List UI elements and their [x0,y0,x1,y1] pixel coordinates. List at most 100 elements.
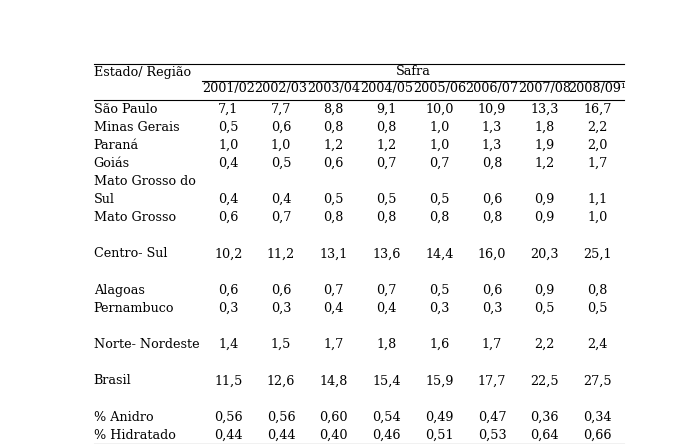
Text: 0,5: 0,5 [587,302,608,315]
Text: 22,5: 22,5 [530,374,559,387]
Text: 14,8: 14,8 [320,374,348,387]
Text: 25,1: 25,1 [584,247,611,261]
Text: 1,3: 1,3 [482,121,502,134]
Text: 11,2: 11,2 [267,247,295,261]
Text: 0,4: 0,4 [324,302,344,315]
Text: 0,8: 0,8 [376,121,396,134]
Text: São Paulo: São Paulo [94,103,157,115]
Text: % Hidratado: % Hidratado [94,428,176,442]
Text: 0,47: 0,47 [477,411,506,424]
Text: 0,34: 0,34 [584,411,611,424]
Text: 1,0: 1,0 [429,139,450,152]
Text: 2,2: 2,2 [587,121,608,134]
Text: 0,6: 0,6 [324,157,344,170]
Text: 2004/05: 2004/05 [360,82,413,95]
Text: Estado/ Região: Estado/ Região [94,66,191,79]
Text: Safra: Safra [396,64,431,78]
Text: 0,6: 0,6 [482,193,502,206]
Text: 7,1: 7,1 [218,103,239,115]
Text: 0,60: 0,60 [320,411,348,424]
Text: 0,8: 0,8 [324,211,344,224]
Text: 16,0: 16,0 [478,247,506,261]
Text: 0,7: 0,7 [271,211,291,224]
Text: 0,5: 0,5 [376,193,396,206]
Text: 9,1: 9,1 [376,103,396,115]
Text: 15,4: 15,4 [372,374,401,387]
Text: 0,4: 0,4 [218,193,239,206]
Text: 1,4: 1,4 [218,338,239,351]
Text: 2,4: 2,4 [587,338,608,351]
Text: 0,6: 0,6 [271,121,291,134]
Text: Goiás: Goiás [94,157,130,170]
Text: 0,40: 0,40 [320,428,348,442]
Text: 15,9: 15,9 [425,374,454,387]
Text: 1,2: 1,2 [324,139,344,152]
Text: 0,36: 0,36 [530,411,559,424]
Text: 1,7: 1,7 [482,338,502,351]
Text: % Anidro: % Anidro [94,411,154,424]
Text: 16,7: 16,7 [584,103,611,115]
Text: 2008/09¹: 2008/09¹ [568,82,627,95]
Text: 0,56: 0,56 [214,411,243,424]
Text: 0,4: 0,4 [218,157,239,170]
Text: 17,7: 17,7 [478,374,506,387]
Text: 0,7: 0,7 [376,284,396,297]
Text: 0,6: 0,6 [271,284,291,297]
Text: Sul: Sul [94,193,114,206]
Text: 13,3: 13,3 [530,103,559,115]
Text: Pernambuco: Pernambuco [94,302,174,315]
Text: Norte- Nordeste: Norte- Nordeste [94,338,200,351]
Text: 11,5: 11,5 [214,374,242,387]
Text: 0,44: 0,44 [267,428,295,442]
Text: 1,0: 1,0 [218,139,239,152]
Text: 0,64: 0,64 [530,428,559,442]
Text: 0,5: 0,5 [324,193,344,206]
Text: 8,8: 8,8 [324,103,344,115]
Text: 10,0: 10,0 [425,103,454,115]
Text: 14,4: 14,4 [425,247,454,261]
Text: 2001/02: 2001/02 [202,82,255,95]
Text: Mato Grosso: Mato Grosso [94,211,176,224]
Text: Paraná: Paraná [94,139,139,152]
Text: 13,1: 13,1 [320,247,348,261]
Text: 0,6: 0,6 [218,211,239,224]
Text: 1,0: 1,0 [588,211,608,224]
Text: 2005/06: 2005/06 [413,82,466,95]
Text: Minas Gerais: Minas Gerais [94,121,179,134]
Text: 0,6: 0,6 [218,284,239,297]
Text: 0,4: 0,4 [271,193,291,206]
Text: 0,51: 0,51 [425,428,454,442]
Text: 13,6: 13,6 [372,247,401,261]
Text: 0,5: 0,5 [429,284,450,297]
Text: 0,5: 0,5 [429,193,450,206]
Text: 0,8: 0,8 [324,121,344,134]
Text: 0,8: 0,8 [587,284,608,297]
Text: 10,9: 10,9 [478,103,506,115]
Text: Centro- Sul: Centro- Sul [94,247,168,261]
Text: 1,2: 1,2 [376,139,396,152]
Text: 2006/07: 2006/07 [466,82,519,95]
Text: 0,54: 0,54 [372,411,401,424]
Text: 0,5: 0,5 [218,121,239,134]
Text: 0,7: 0,7 [376,157,396,170]
Text: 0,3: 0,3 [429,302,450,315]
Text: 2,0: 2,0 [587,139,608,152]
Text: 0,7: 0,7 [429,157,450,170]
Text: 0,9: 0,9 [535,284,555,297]
Text: 1,0: 1,0 [271,139,291,152]
Text: 7,7: 7,7 [271,103,291,115]
Text: 2,2: 2,2 [535,338,555,351]
Text: 1,1: 1,1 [588,193,607,206]
Text: 1,8: 1,8 [535,121,555,134]
Text: 10,2: 10,2 [214,247,242,261]
Text: 0,3: 0,3 [271,302,291,315]
Text: 1,8: 1,8 [376,338,396,351]
Text: 1,9: 1,9 [535,139,555,152]
Text: 0,53: 0,53 [477,428,506,442]
Text: Mato Grosso do: Mato Grosso do [94,175,195,188]
Text: 1,2: 1,2 [535,157,555,170]
Text: Brasil: Brasil [94,374,131,387]
Text: 1,5: 1,5 [271,338,291,351]
Text: 1,7: 1,7 [588,157,608,170]
Text: 0,6: 0,6 [482,284,502,297]
